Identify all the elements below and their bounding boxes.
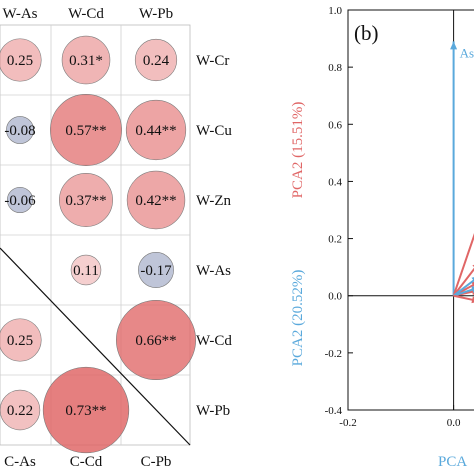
pca-vector [452,267,474,297]
bottom-column-label: C-As [4,454,36,470]
pca-vector-label: As [460,45,474,60]
row-label: W-Zn [196,193,231,209]
correlation-circle [42,366,130,454]
row-label: W-As [196,263,231,279]
correlation-circle [126,170,186,230]
correlation-circle [7,187,33,214]
row-label: W-Cr [196,53,229,69]
correlation-circles [0,35,197,454]
correlation-value-label: 0.42** [135,193,176,209]
row-label: W-Cu [196,123,232,139]
correlation-circle [50,94,122,166]
pca-vector [453,288,474,297]
correlation-value-label: 0.57** [65,123,106,139]
y-axis-label-red: PCA2 (15.51%) [290,102,306,199]
pca-vector-arrowhead [471,281,474,288]
correlation-circle [134,38,178,82]
pca-vector [453,294,474,302]
correlation-circle [61,35,111,85]
x-axis-label: PCA [438,454,467,470]
column-label: W-Cd [68,6,104,22]
y-axis-label-blue: PCA2 (20.52%) [290,270,306,367]
correlation-cell-labels: 0.25 0.31* 0.24 -0.08 0.57** 0.44** -0.06 0.37*… [4,53,176,419]
pca-vectors: As [450,41,474,304]
column-label: W-Pb [139,6,173,22]
correlation-value-label: -0.06 [4,193,36,209]
correlation-circle [6,116,34,144]
panel-label-b: (b) [354,21,379,45]
bottom-column-label: C-Cd [70,454,103,470]
y-tick-label: 0.8 [328,62,342,74]
y-tick-label: 0.6 [328,119,342,131]
x-tick-label: 0.0 [447,417,461,429]
y-tick-label: -0.4 [325,405,343,417]
pca-vector-arrowhead [471,286,474,293]
y-tick-label: 1.0 [328,5,342,17]
bottom-column-label: C-Pb [141,454,172,470]
correlation-value-label: 0.37** [65,193,106,209]
x-tick-label: -0.2 [339,417,356,429]
y-tick-label: -0.2 [325,348,342,360]
pca-ticks: -0.4-0.20.00.20.40.60.81.0-0.2 0.0 [325,5,474,429]
y-tick-label: 0.0 [328,291,342,303]
correlation-value-label: -0.17 [140,263,172,279]
pca-vector [452,279,474,297]
correlation-value-label: 0.31* [69,53,103,69]
pca-vector-arrowhead [450,41,458,50]
correlation-value-label: 0.11 [73,263,99,279]
correlation-value-label: 0.66** [135,333,176,349]
correlation-circle [0,38,42,82]
correlation-circle [116,299,197,380]
y-tick-label: 0.2 [328,234,342,246]
pca-biplot-panel: -0.4-0.20.00.20.40.60.81.0-0.2 0.0 As (b)… [290,5,474,470]
pca-vector-arrowhead [471,296,474,304]
correlation-value-label: 0.73** [65,403,106,419]
column-label: W-As [3,6,38,22]
correlation-value-label: -0.08 [4,123,35,139]
correlation-circle [59,173,113,227]
correlation-matrix-panel: 0.25 0.31* 0.24 -0.08 0.57** 0.44** -0.06 0.37*… [0,6,232,470]
diagonal-separator [0,247,191,446]
correlation-axis-labels: W-As W-Cd W-Pb W-Cr W-Cu W-Zn W-As W-Cd W-Pb C-As… [3,6,233,470]
correlation-value-label: 0.24 [143,53,170,69]
row-label: W-Pb [196,403,230,419]
y-tick-label: 0.4 [328,176,342,188]
correlation-value-label: 0.25 [7,333,33,349]
correlation-circle [0,389,41,431]
pca-vector-arrowhead [471,277,474,282]
pca-vector [452,233,474,297]
correlation-value-label: 0.44** [135,123,176,139]
correlation-circle [0,318,42,362]
correlation-value-label: 0.25 [7,53,33,69]
pca-plot-frame [347,9,474,411]
correlation-circle [138,252,174,288]
row-label: W-Cd [196,333,232,349]
correlation-circle [125,99,187,161]
correlation-value-label: 0.22 [7,403,33,419]
correlation-circle [70,254,102,286]
